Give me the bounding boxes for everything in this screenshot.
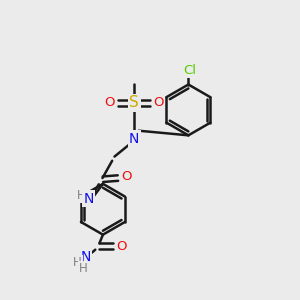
Text: N: N: [129, 132, 139, 146]
Text: H: H: [79, 262, 88, 275]
Text: S: S: [129, 95, 139, 110]
Text: H: H: [73, 256, 82, 269]
Text: N: N: [80, 250, 91, 264]
Text: O: O: [154, 97, 164, 110]
Text: O: O: [104, 97, 115, 110]
Text: O: O: [116, 240, 126, 253]
Text: N: N: [83, 192, 94, 206]
Text: O: O: [121, 170, 132, 183]
Text: H: H: [77, 189, 86, 202]
Text: Cl: Cl: [183, 64, 196, 77]
